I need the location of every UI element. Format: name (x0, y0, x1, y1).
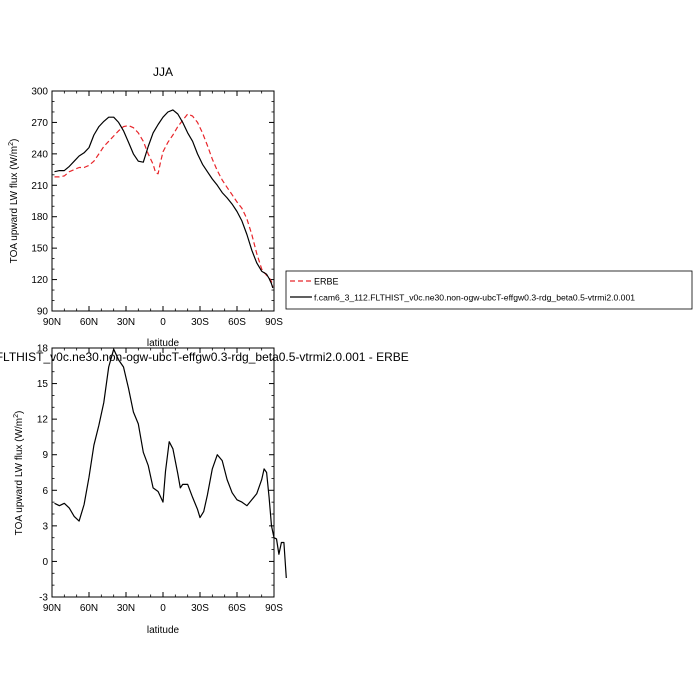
bottom-chart-series (54, 348, 287, 579)
bottom-chart-frame (51, 347, 275, 598)
top-ytick-label: 90 (37, 307, 49, 318)
bottom-chart-ylabel: TOA upward LW flux (W/m2) (13, 411, 25, 536)
bottom-ytick-label: 3 (42, 521, 48, 532)
top-ytick-label: 180 (31, 212, 48, 223)
bottom-ytick-label: 15 (37, 379, 49, 390)
bottom-xtick-label: 30N (117, 603, 135, 614)
legend-box (285, 270, 693, 310)
top-chart-title: JJA (153, 65, 173, 79)
top-chart: JJA 90 120 150 180 210 240 270 300 90N 60N 30N 0 30S… (8, 65, 283, 349)
top-xtick-label: 60S (228, 317, 246, 328)
top-xtick-label: 90N (43, 317, 61, 328)
bottom-chart-xlabel: latitude (147, 625, 180, 636)
bottom-xtick-label: 0 (160, 603, 166, 614)
legend-label-model: f.cam6_3_112.FLTHIST_v0c.ne30.non-ogw-ub… (314, 293, 635, 303)
top-ytick-label: 240 (31, 149, 48, 160)
top-chart-ylabel: TOA upward LW flux (W/m2) (8, 139, 20, 264)
bottom-ytick-label: -3 (39, 593, 48, 604)
bottom-ytick-label: 18 (37, 344, 49, 355)
legend-label-erbe: ERBE (314, 277, 339, 287)
bottom-ytick-label: 0 (42, 557, 48, 568)
bottom-chart: f.cam6_3_112.FLTHIST_v0c.ne30.non-ogw-ub… (0, 344, 409, 637)
top-xtick-label: 90S (265, 317, 283, 328)
bottom-chart-title: f.cam6_3_112.FLTHIST_v0c.ne30.non-ogw-ub… (0, 350, 409, 364)
top-ytick-label: 270 (31, 118, 48, 129)
top-series-line-1 (54, 109, 274, 289)
bottom-xtick-label: 90S (265, 603, 283, 614)
top-chart-xlabel: latitude (147, 338, 180, 349)
bottom-xtick-label: 60S (228, 603, 246, 614)
top-series-line-0 (54, 113, 274, 288)
bottom-ytick-label: 12 (37, 415, 49, 426)
top-xtick-label: 0 (160, 317, 166, 328)
bottom-xtick-label: 90N (43, 603, 61, 614)
top-chart-series (54, 109, 274, 289)
bottom-xtick-label: 30S (191, 603, 209, 614)
bottom-xtick-label: 60N (80, 603, 98, 614)
bottom-series-line-0 (54, 348, 287, 579)
bottom-ytick-label: 6 (42, 486, 48, 497)
top-ytick-label: 300 (31, 87, 48, 98)
bottom-ytick-label: 9 (42, 450, 48, 461)
top-xtick-label: 60N (80, 317, 98, 328)
top-ytick-label: 120 (31, 275, 48, 286)
top-xtick-label: 30N (117, 317, 135, 328)
top-chart-frame (51, 90, 275, 312)
top-ytick-label: 150 (31, 244, 48, 255)
legend: ERBE f.cam6_3_112.FLTHIST_v0c.ne30.non-o… (285, 270, 693, 310)
top-xtick-label: 30S (191, 317, 209, 328)
top-ytick-label: 210 (31, 181, 48, 192)
